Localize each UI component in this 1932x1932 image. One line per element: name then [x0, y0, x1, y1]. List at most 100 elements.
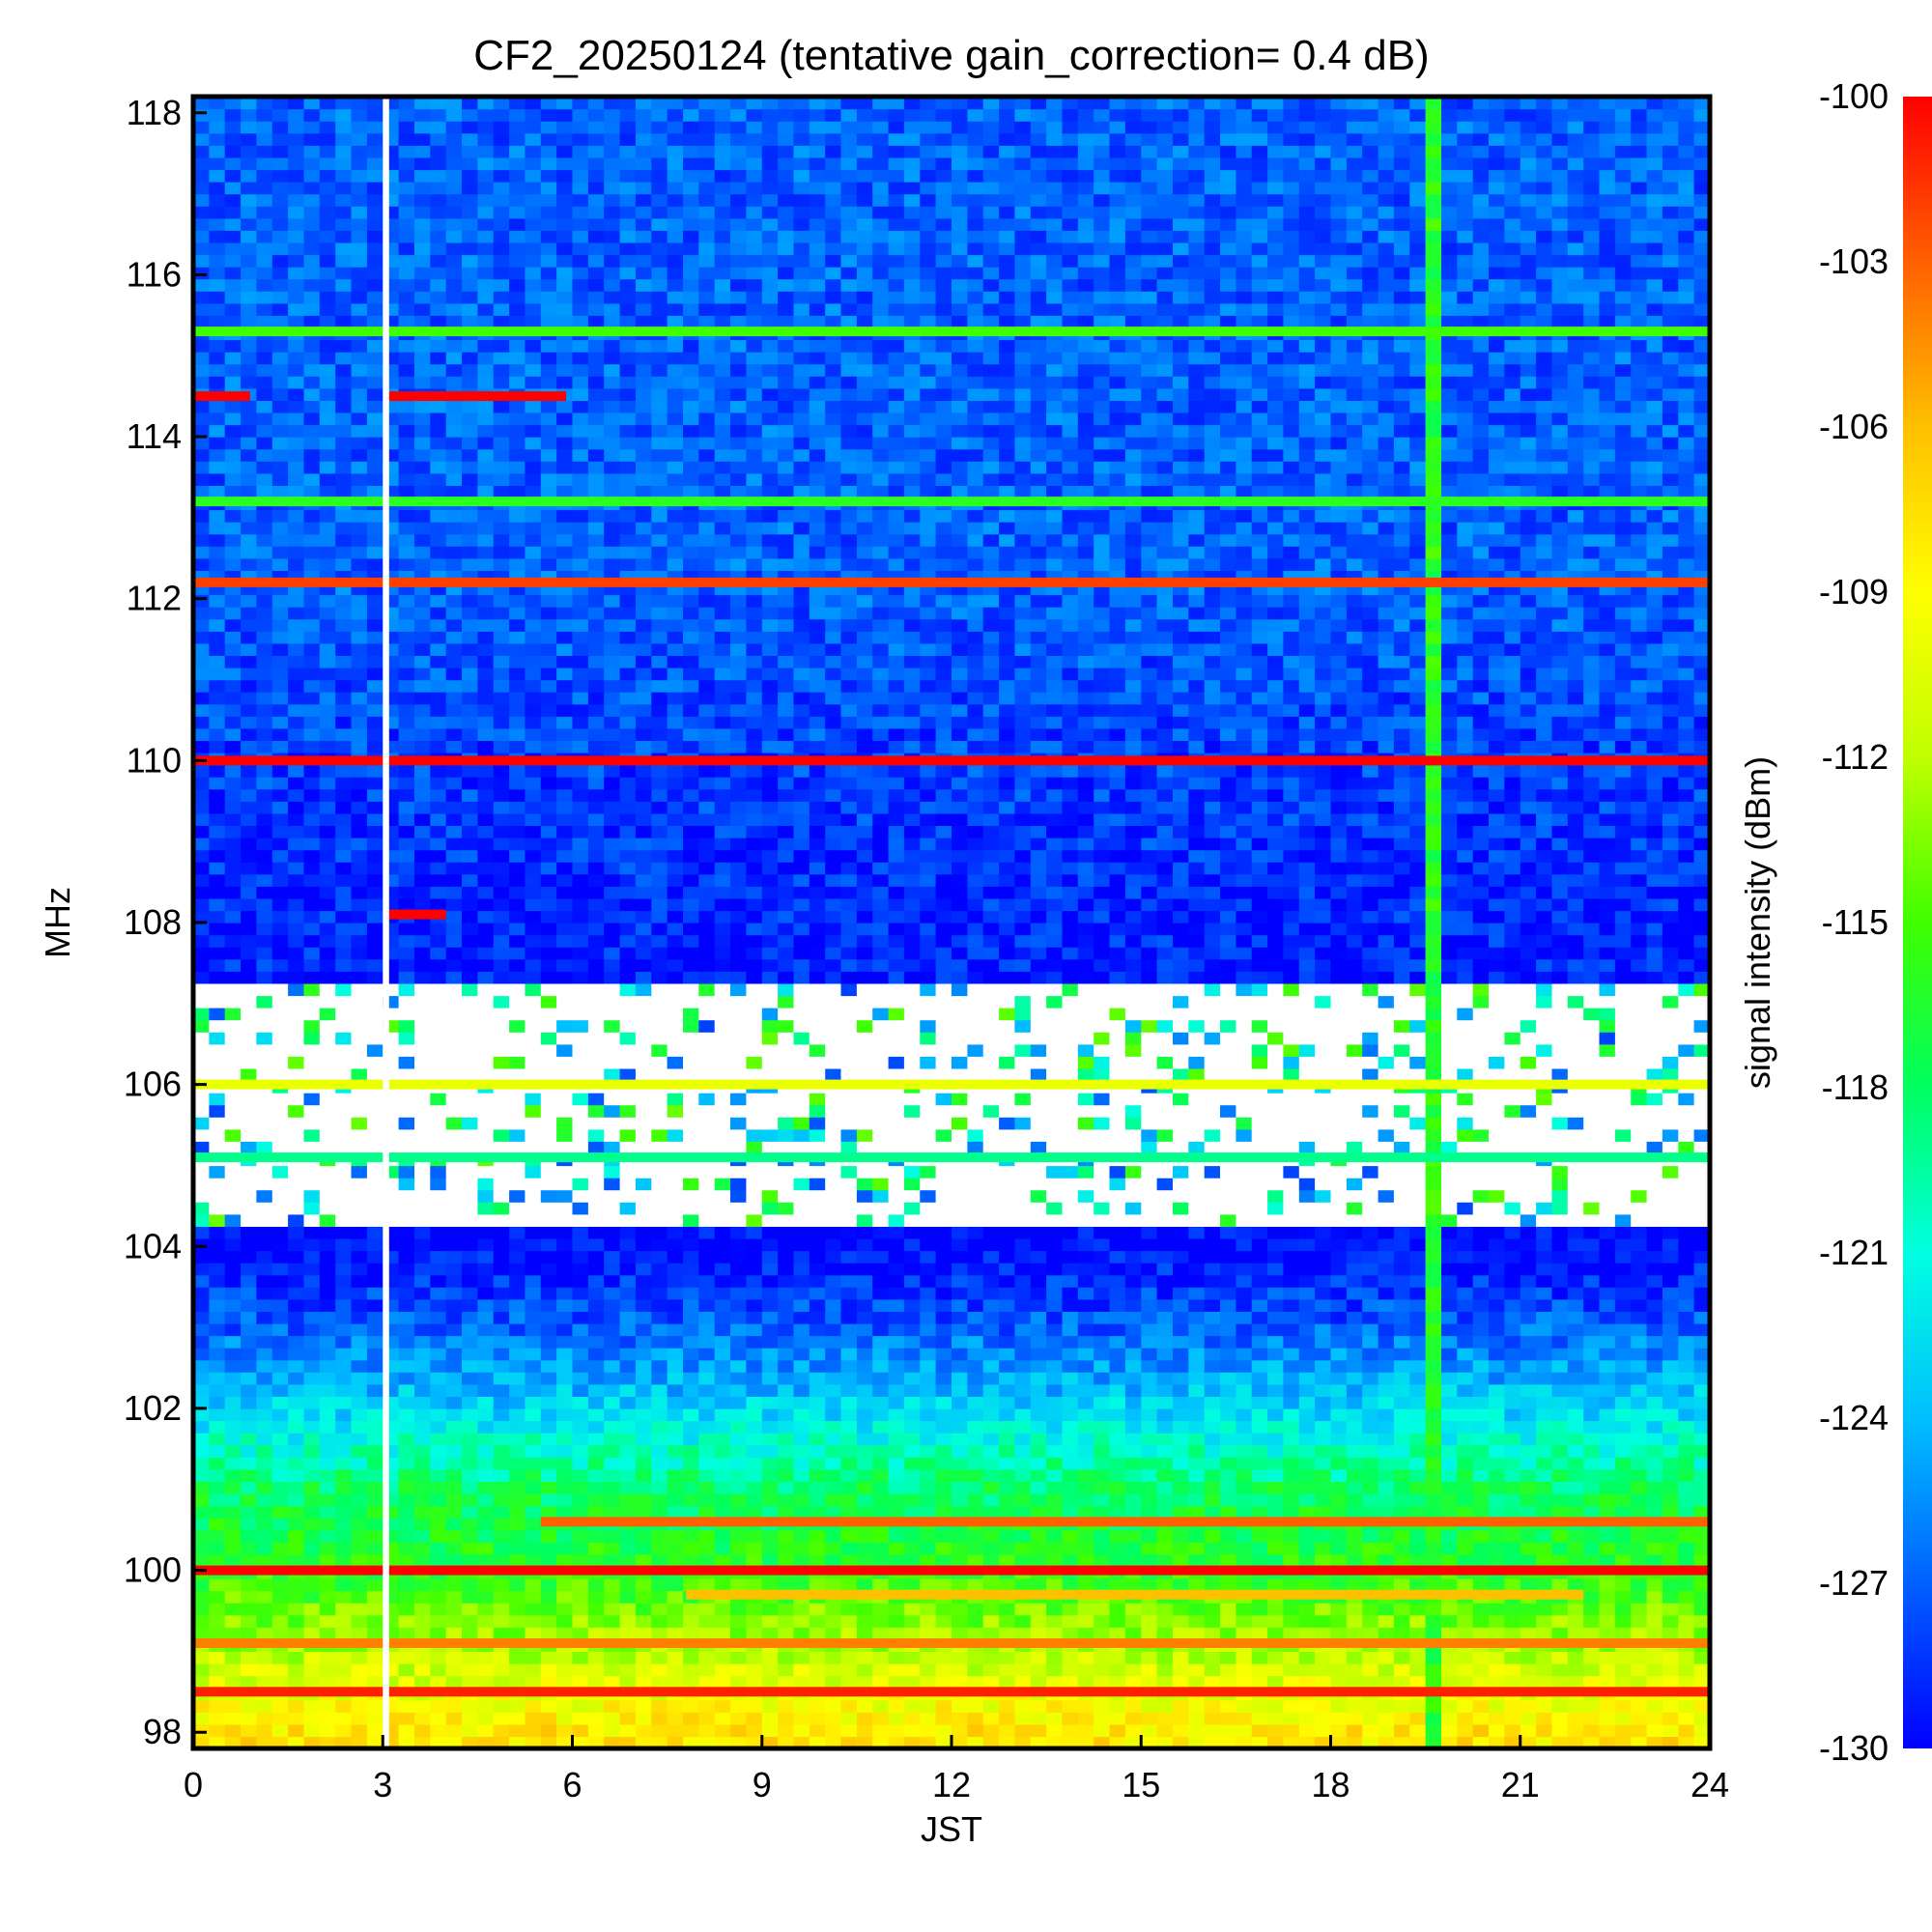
heatmap-cell — [856, 1383, 873, 1397]
heatmap-cell — [778, 1614, 795, 1628]
heatmap-cell — [872, 1213, 890, 1227]
heatmap-cell — [761, 1226, 779, 1239]
heatmap-cell — [525, 1493, 542, 1507]
heatmap-cell — [525, 1614, 542, 1628]
heatmap-cell — [1204, 1383, 1221, 1397]
heatmap-cell — [1489, 1627, 1505, 1640]
heatmap-cell — [1631, 1348, 1648, 1361]
heatmap-cell — [303, 1433, 321, 1446]
heatmap-cell — [778, 1457, 795, 1470]
heatmap-cell — [667, 1178, 684, 1191]
heatmap-cell — [556, 1407, 574, 1422]
heatmap-cell — [698, 1699, 716, 1713]
heatmap-cell — [1441, 1457, 1458, 1470]
heatmap-cell — [825, 1237, 842, 1252]
heatmap-cell — [667, 1712, 684, 1725]
heatmap-cell — [366, 1202, 384, 1215]
heatmap-cell — [335, 1287, 353, 1300]
heatmap-cell — [809, 1627, 826, 1640]
heatmap-cell — [809, 1675, 826, 1689]
heatmap-cell — [351, 1250, 368, 1264]
heatmap-cell — [193, 1603, 210, 1616]
heatmap-cell — [1204, 1457, 1221, 1470]
heatmap-cell — [635, 1433, 652, 1446]
heatmap-cell — [1236, 1128, 1253, 1142]
heatmap-cell — [1425, 1505, 1442, 1519]
heatmap-cell — [952, 1348, 968, 1361]
heatmap-cell — [256, 1444, 273, 1458]
heatmap-cell — [445, 1335, 463, 1349]
heatmap-cell — [1330, 1651, 1348, 1664]
heatmap-cell — [935, 1383, 952, 1397]
heatmap-cell — [224, 1263, 242, 1276]
heatmap-cell — [1346, 1468, 1363, 1482]
heatmap-cell — [1472, 1396, 1490, 1409]
heatmap-cell — [982, 1578, 1000, 1592]
heatmap-cell — [224, 1505, 242, 1519]
heatmap-cell — [1678, 1263, 1695, 1276]
heatmap-cell — [856, 1651, 873, 1664]
heatmap-cell — [1077, 1578, 1094, 1592]
heatmap-cell — [778, 1493, 795, 1507]
heatmap-cell — [493, 1322, 510, 1337]
heatmap-cell — [635, 1128, 652, 1142]
heatmap-cell — [1030, 1433, 1047, 1446]
heatmap-cell — [1425, 1396, 1442, 1409]
heatmap-cell — [1472, 1263, 1490, 1276]
heatmap-cell — [1046, 1213, 1064, 1227]
heatmap-cell — [256, 1699, 273, 1713]
heatmap-cell — [1536, 1699, 1553, 1713]
heatmap-cell — [1315, 1444, 1332, 1458]
heatmap-cell — [1173, 1298, 1189, 1312]
heatmap-cell — [525, 1529, 542, 1543]
heatmap-cell — [335, 1505, 353, 1519]
heatmap-cell — [398, 1590, 415, 1604]
heatmap-cell — [683, 1287, 699, 1300]
heatmap-cell — [872, 1141, 890, 1154]
heatmap-cell — [1109, 1263, 1126, 1276]
heatmap-cell — [1631, 1117, 1648, 1130]
heatmap-cell — [730, 1578, 747, 1592]
heatmap-cell — [698, 1213, 716, 1227]
heatmap-cell — [667, 1202, 684, 1215]
heatmap-cell — [209, 1322, 226, 1337]
heatmap-cell — [1567, 1420, 1584, 1434]
heatmap-cell — [1267, 1383, 1285, 1397]
heatmap-cell — [1077, 1651, 1094, 1664]
heatmap-cell — [1267, 1189, 1285, 1203]
heatmap-cell — [430, 1396, 447, 1409]
heatmap-cell — [1678, 1226, 1695, 1239]
heatmap-cell — [1062, 1663, 1079, 1677]
heatmap-cell — [903, 1202, 921, 1215]
heatmap-cell — [1236, 1627, 1253, 1640]
heatmap-cell — [509, 1651, 526, 1664]
heatmap-cell — [872, 1189, 890, 1203]
heatmap-cell — [462, 1457, 478, 1470]
heatmap-cell — [525, 1457, 542, 1470]
heatmap-cell — [509, 1141, 526, 1154]
heatmap-cell — [1236, 1372, 1253, 1385]
heatmap-cell — [1646, 1712, 1663, 1725]
heatmap-cell — [1298, 1226, 1316, 1239]
heatmap-cell — [1346, 1627, 1363, 1640]
heatmap-cell — [1124, 1505, 1142, 1519]
heatmap-cell — [1204, 1651, 1221, 1664]
heatmap-cell — [1298, 1117, 1316, 1130]
heatmap-cell — [1109, 1165, 1126, 1179]
heatmap-cell — [746, 1298, 763, 1312]
heatmap-cell — [209, 1383, 226, 1397]
heatmap-cell — [1014, 1128, 1032, 1142]
heatmap-cell — [1425, 1348, 1442, 1361]
heatmap-cell — [572, 1274, 589, 1288]
heatmap-cell — [667, 1481, 684, 1494]
heatmap-cell — [1536, 1675, 1553, 1689]
heatmap-cell — [1141, 1444, 1158, 1458]
heatmap-cell — [1251, 1141, 1268, 1154]
heatmap-cell — [1030, 1359, 1047, 1373]
heatmap-cell — [1298, 1505, 1316, 1519]
heatmap-cell — [1551, 1263, 1569, 1276]
heatmap-cell — [398, 1274, 415, 1288]
heatmap-cell — [351, 1675, 368, 1689]
heatmap-cell — [193, 1457, 210, 1470]
heatmap-cell — [303, 1627, 321, 1640]
